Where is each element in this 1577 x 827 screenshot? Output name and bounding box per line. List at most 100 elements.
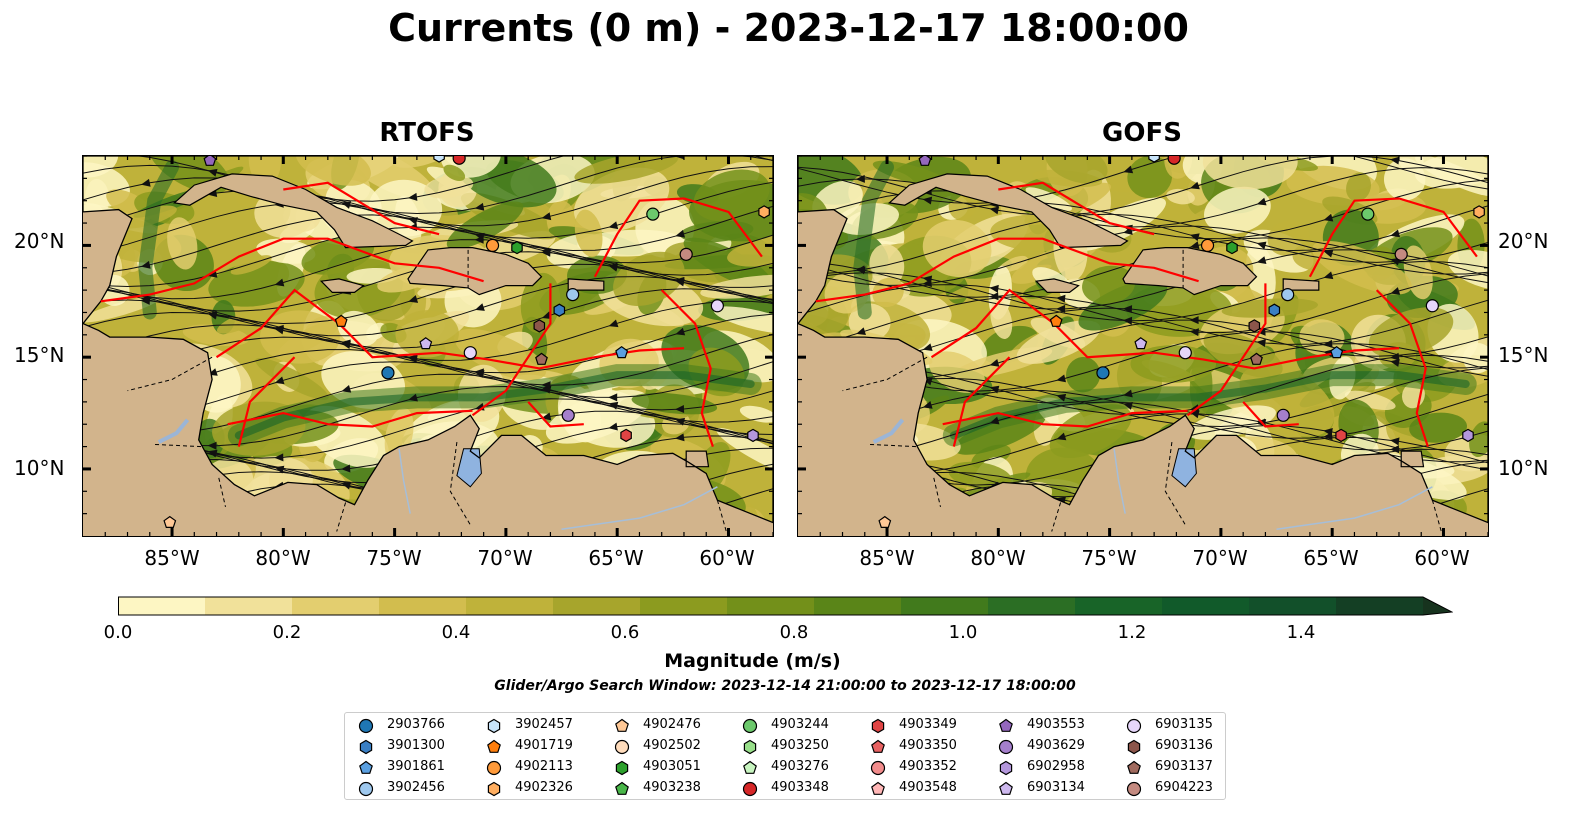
- legend-label: 4902326: [515, 780, 573, 795]
- legend-marker: [871, 718, 885, 734]
- colorbar-tick: 1.4: [1286, 622, 1316, 643]
- map-panel-gofs[interactable]: [797, 155, 1489, 537]
- float-marker[interactable]: [1281, 287, 1295, 302]
- legend-marker: [487, 739, 501, 753]
- lon-label-70w: 70°W: [1192, 546, 1248, 570]
- float-marker[interactable]: [381, 366, 395, 380]
- float-marker[interactable]: [747, 428, 759, 443]
- lon-label-75w: 75°W: [366, 546, 422, 570]
- legend-marker: [487, 718, 501, 734]
- legend-marker: [615, 760, 629, 776]
- float-marker[interactable]: [1335, 428, 1347, 443]
- panel-title-gofs: GOFS: [1102, 118, 1182, 148]
- float-marker[interactable]: [1248, 319, 1261, 333]
- legend-marker: [1126, 781, 1142, 797]
- legend-marker: [358, 718, 374, 734]
- legend-label: 4903629: [1027, 738, 1085, 753]
- lat-label-10n-right: 10°N: [1498, 456, 1549, 480]
- legend-label: 6903135: [1155, 717, 1213, 732]
- float-marker[interactable]: [1473, 205, 1485, 219]
- legend-marker: [742, 781, 758, 797]
- float-marker[interactable]: [758, 205, 770, 219]
- float-marker[interactable]: [561, 408, 575, 422]
- legend-label: 6903134: [1027, 780, 1085, 795]
- float-marker[interactable]: [1096, 366, 1110, 380]
- float-marker[interactable]: [1226, 240, 1238, 255]
- legend-marker: [1127, 739, 1141, 755]
- float-marker[interactable]: [485, 238, 500, 253]
- legend-label: 4903352: [899, 759, 957, 774]
- legend-marker: [359, 739, 373, 755]
- float-marker[interactable]: [710, 299, 724, 313]
- float-marker[interactable]: [419, 337, 433, 350]
- float-marker[interactable]: [535, 352, 548, 365]
- search-window-subtitle: Glider/Argo Search Window: 2023-12-14 21…: [494, 678, 1076, 694]
- float-marker[interactable]: [452, 156, 466, 165]
- float-marker[interactable]: [615, 345, 629, 359]
- colorbar-tick: 0.2: [272, 622, 302, 643]
- legend-marker: [358, 781, 374, 797]
- legend-label: 4903276: [771, 759, 829, 774]
- float-marker[interactable]: [1167, 156, 1181, 165]
- float-marker[interactable]: [620, 428, 632, 443]
- float-marker[interactable]: [878, 515, 892, 528]
- legend-marker: [999, 760, 1013, 776]
- legend-marker: [486, 760, 502, 776]
- float-marker[interactable]: [1425, 299, 1439, 313]
- colorbar-tick: 0.8: [779, 622, 809, 643]
- legend-label: 4902476: [643, 717, 701, 732]
- float-marker[interactable]: [511, 240, 523, 255]
- float-marker[interactable]: [533, 319, 546, 333]
- lon-label-65w: 65°W: [1303, 546, 1359, 570]
- float-marker[interactable]: [334, 314, 348, 327]
- lat-label-15n-left: 15°N: [14, 343, 65, 367]
- float-marker[interactable]: [1268, 303, 1281, 317]
- legend-label: 4902502: [643, 738, 701, 753]
- legend-label: 2903766: [387, 717, 445, 732]
- float-marker[interactable]: [463, 346, 477, 360]
- legend-label: 4903348: [771, 780, 829, 795]
- float-marker[interactable]: [1250, 352, 1263, 365]
- float-marker[interactable]: [646, 207, 660, 221]
- map-panel-rtofs[interactable]: [82, 155, 774, 537]
- legend-label: 4903350: [899, 738, 957, 753]
- float-marker[interactable]: [1276, 408, 1290, 422]
- lon-label-65w: 65°W: [588, 546, 644, 570]
- figure-title: Currents (0 m) - 2023-12-17 18:00:00: [388, 6, 1189, 50]
- float-marker[interactable]: [163, 515, 177, 528]
- legend-marker: [615, 781, 629, 795]
- float-marker[interactable]: [679, 247, 693, 261]
- float-marker[interactable]: [203, 156, 217, 166]
- legend-marker: [1127, 760, 1141, 774]
- float-marker[interactable]: [1394, 247, 1408, 261]
- legend-label: 4903250: [771, 738, 829, 753]
- legend-marker: [871, 739, 885, 753]
- float-marker[interactable]: [566, 287, 580, 302]
- float-marker[interactable]: [553, 303, 566, 317]
- lon-label-85w: 85°W: [859, 546, 915, 570]
- legend-label: 3902457: [515, 717, 573, 732]
- legend-marker: [1126, 718, 1142, 734]
- legend-label: 4903349: [899, 717, 957, 732]
- float-marker[interactable]: [1148, 156, 1160, 163]
- legend-marker: [614, 739, 630, 755]
- colorbar-tick: 0.4: [441, 622, 471, 643]
- float-marker[interactable]: [433, 156, 445, 163]
- legend-label: 4903553: [1027, 717, 1085, 732]
- legend-marker: [615, 718, 629, 732]
- float-marker[interactable]: [1178, 346, 1192, 360]
- lon-label-75w: 75°W: [1081, 546, 1137, 570]
- float-marker[interactable]: [1361, 207, 1375, 221]
- legend-marker: [743, 760, 757, 774]
- float-marker[interactable]: [918, 156, 932, 166]
- float-marker[interactable]: [1200, 238, 1215, 253]
- float-marker[interactable]: [1049, 314, 1063, 327]
- float-marker[interactable]: [1462, 428, 1474, 443]
- float-marker[interactable]: [1134, 337, 1148, 350]
- colorbar-tick: 0.0: [103, 622, 133, 643]
- colorbar-tick: 0.6: [610, 622, 640, 643]
- lat-label-10n-left: 10°N: [14, 456, 65, 480]
- legend-marker: [743, 739, 757, 755]
- legend-label: 4902113: [515, 759, 573, 774]
- float-marker[interactable]: [1330, 345, 1344, 359]
